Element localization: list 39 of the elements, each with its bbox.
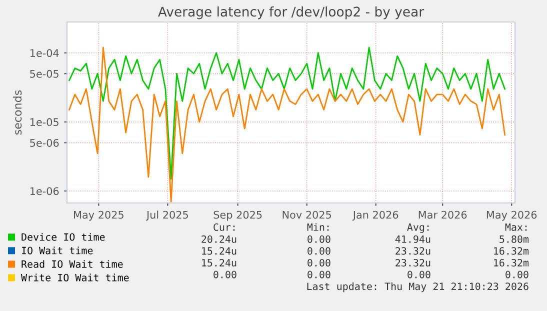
legend-label: Device IO time [22, 233, 105, 241]
text: Min: [307, 223, 329, 231]
text: 0.00 [506, 270, 528, 278]
legend-label: Read IO Wait time [22, 260, 123, 268]
x-tick-label: Nov 2025 [282, 210, 332, 219]
text: 0.00 [308, 247, 330, 255]
x-tick-label: Sep 2025 [214, 210, 262, 221]
text: 16.32m [494, 258, 529, 267]
text: 23.32u [396, 258, 430, 267]
text: 0.00 [214, 270, 236, 278]
y-tick-label: 1e-05 [30, 118, 58, 126]
text: 0.00 [408, 270, 430, 278]
legend-label: Write IO Wait time [21, 274, 129, 282]
text: 15.24u [202, 247, 236, 255]
text: Last update: Thu May 21 21:10:23 2026 [307, 282, 528, 292]
text: 16.32m [494, 247, 529, 255]
y-axis-title: seconds [13, 90, 22, 135]
y-tick-label: 5e-05 [30, 70, 58, 78]
text: 15.24u [202, 258, 236, 267]
x-tick-label: May 2026 [486, 210, 537, 221]
text: Max: [505, 223, 527, 231]
text: 0.00 [308, 258, 330, 267]
x-tick-label: May 2025 [74, 210, 124, 221]
y-tick-label: 1e-04 [30, 49, 59, 57]
text: 0.00 [308, 270, 330, 278]
legend-label: IO Wait time [22, 246, 93, 254]
x-tick-label: Mar 2026 [418, 210, 467, 219]
text: 23.32u [396, 247, 430, 255]
text: 0.00 [308, 235, 330, 243]
text: 41.94u [395, 235, 430, 243]
chart-title: Average latency for /dev/loop2 - by year [158, 6, 424, 20]
text: Avg: [407, 223, 429, 233]
y-tick-label: 5e-06 [30, 138, 59, 147]
text: Cur: [214, 223, 235, 231]
text: 20.24u [202, 235, 236, 243]
x-tick-label: Jan 2026 [352, 210, 398, 221]
text: 5.80m [500, 235, 529, 243]
y-tick-label: 1e-06 [30, 187, 59, 196]
x-tick-label: Jul 2025 [146, 210, 188, 221]
